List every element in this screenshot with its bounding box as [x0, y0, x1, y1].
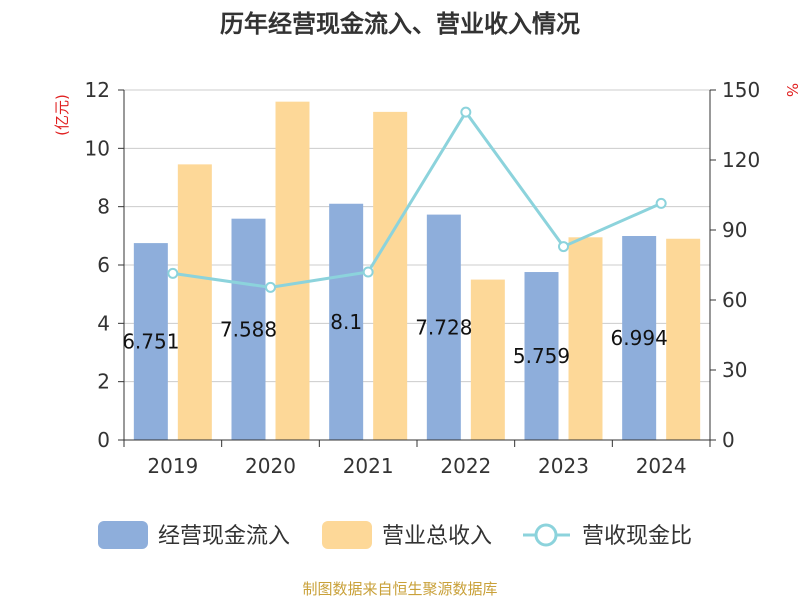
- cash-inflow-bar: [426, 214, 461, 440]
- legend-label-cash-inflow: 经营现金流入: [158, 524, 290, 549]
- x-axis-tick-label: 2019: [147, 454, 198, 478]
- legend-swatch-revenue: [322, 521, 372, 549]
- left-axis-tick-label: 6: [97, 253, 110, 277]
- data-labels-group: 6.751 7.588 8.1 7.728 5.759 6.994: [122, 310, 668, 368]
- revenue-bar: [568, 237, 603, 440]
- grid-lines: [124, 89, 710, 383]
- revenue-bar: [177, 164, 212, 440]
- x-axis-tick-label: 2023: [538, 454, 589, 478]
- cash-inflow-data-label: 7.588: [220, 317, 277, 341]
- right-axis-tick-label: 90: [722, 218, 747, 242]
- ratio-point: [655, 197, 667, 209]
- left-axis-tick-label: 2: [97, 370, 110, 394]
- x-axis-tick-label: 2020: [245, 454, 296, 478]
- right-axis-tick-label: 30: [722, 358, 747, 382]
- left-axis-tick-label: 0: [97, 428, 110, 452]
- x-axis-tick-label: 2021: [343, 454, 394, 478]
- ratio-point: [460, 106, 472, 118]
- cash-inflow-bar: [622, 236, 657, 440]
- cash-inflow-bar: [133, 243, 168, 440]
- legend-label-revenue: 营业总收入: [382, 524, 492, 549]
- left-axis-tick-label: 4: [97, 311, 110, 335]
- cash-inflow-bar: [329, 203, 364, 440]
- ratio-point: [167, 267, 179, 279]
- bars-group: [133, 101, 701, 441]
- right-axis-tick-label: 0: [722, 428, 735, 452]
- left-axis-tick-label: 10: [85, 136, 110, 160]
- cash-inflow-bar: [524, 272, 559, 440]
- left-axis-unit: (亿元): [53, 94, 71, 136]
- cash-inflow-data-label: 7.728: [415, 315, 472, 339]
- legend: 经营现金流入 营业总收入 营收现金比: [98, 521, 692, 549]
- ratio-point: [558, 241, 569, 253]
- ratio-point: [362, 266, 374, 278]
- x-axis-tick-label: 2022: [440, 454, 491, 478]
- source-note: 制图数据来自恒生聚源数据库: [302, 580, 497, 598]
- ratio-line: [172, 109, 662, 289]
- revenue-bar: [666, 238, 701, 440]
- left-axis-tick-label: 8: [97, 195, 110, 219]
- legend-swatch-cash-inflow: [98, 521, 148, 549]
- right-axis-tick-label: 150: [722, 78, 760, 102]
- revenue-bar: [470, 279, 505, 440]
- legend-label-ratio: 营收现金比: [582, 524, 692, 549]
- left-axis-tick-label: 12: [85, 78, 110, 102]
- right-axis-tick-label: 60: [722, 288, 747, 312]
- ratio-line-group: [167, 106, 667, 293]
- cash-inflow-data-label: 5.759: [513, 344, 570, 368]
- cash-inflow-data-label: 6.751: [122, 330, 179, 354]
- right-axis-tick-label: 120: [722, 148, 760, 172]
- cash-inflow-data-label: 6.994: [611, 326, 668, 350]
- x-axis-tick-label: 2024: [636, 454, 687, 478]
- cash-inflow-data-label: 8.1: [330, 310, 362, 334]
- revenue-bar: [275, 101, 310, 441]
- legend-swatch-ratio-marker: [534, 523, 558, 547]
- ratio-point: [265, 281, 276, 293]
- revenue-bar: [373, 111, 408, 440]
- chart-title: 历年经营现金流入、营业收入情况: [220, 10, 580, 38]
- cash-inflow-bar: [231, 218, 266, 440]
- right-axis-unit: %: [783, 83, 800, 97]
